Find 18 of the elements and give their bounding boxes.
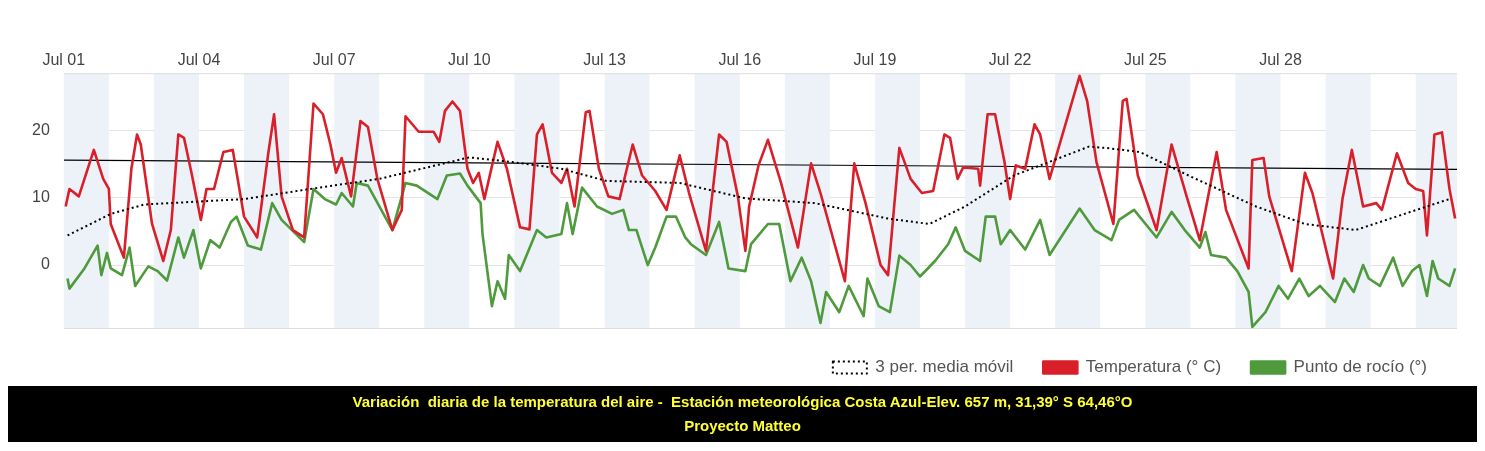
- x-tick-label: Jul 13: [583, 51, 626, 69]
- legend-label: Temperatura (° C): [1085, 357, 1222, 377]
- x-tick-label: Jul 07: [312, 51, 356, 69]
- legend-label: Punto de rocío (°): [1293, 357, 1427, 377]
- x-tick-label: Jul 10: [448, 51, 491, 69]
- x-tick-label: Jul 01: [42, 51, 86, 69]
- y-tick-label: 10: [32, 188, 50, 206]
- text: Variación diaria de la temperatura del aire - Estación meteorológica Costa Azul-Elev. 657 m, 31,39° S 64,46°O: [351, 392, 1134, 412]
- y-tick-label: 20: [32, 120, 50, 138]
- x-tick-label: Jul 28: [1259, 51, 1302, 69]
- y-tick-label: 0: [40, 255, 50, 273]
- text: Proyecto Matteo: [683, 416, 802, 436]
- x-tick-label: Jul 16: [718, 51, 762, 69]
- x-tick-label: Jul 19: [853, 51, 897, 69]
- x-tick-label: Jul 04: [177, 51, 221, 69]
- x-tick-label: Jul 22: [988, 51, 1032, 69]
- legend-label: 3 per. media móvil: [875, 357, 1014, 377]
- x-tick-label: Jul 25: [1123, 51, 1167, 69]
